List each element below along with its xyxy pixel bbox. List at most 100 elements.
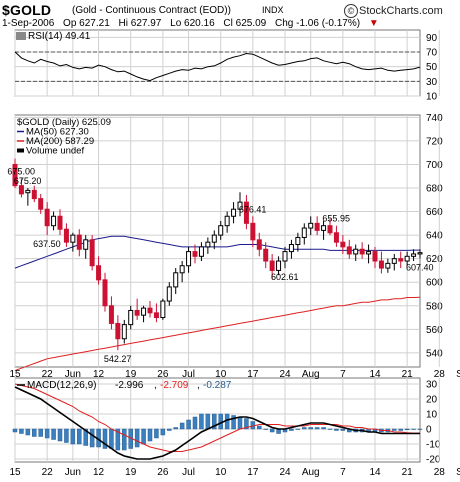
x-tick-label: Jun [65, 467, 81, 478]
quote-high: Hi 627.97 [118, 18, 162, 29]
x-tick-label: 22 [42, 369, 54, 380]
candle-body [333, 232, 339, 243]
x-tick-label: Sep [456, 467, 460, 478]
candle-body [256, 239, 262, 250]
macd-histogram-bar [404, 428, 410, 430]
candle-body [186, 251, 192, 267]
rsi-legend: RSI(14) 49.41 [28, 31, 91, 42]
x-tick-label: 26 [157, 467, 169, 478]
candle-body [121, 324, 127, 340]
x-tick-label: 19 [125, 467, 137, 478]
macd-histogram-bar [51, 428, 56, 440]
price-tick-label: 580 [426, 301, 443, 312]
macd-histogram-bar [398, 428, 403, 431]
macd-legend-separator: , [197, 380, 200, 391]
macd-histogram-bar [19, 428, 24, 434]
candle-body [70, 234, 76, 243]
price-annotation: 676.41 [239, 204, 267, 214]
macd-histogram-bar [295, 428, 301, 430]
candle-body [128, 309, 134, 326]
price-tick-label: 620 [426, 254, 443, 265]
candle-body [404, 255, 410, 262]
macd-histogram-bar [334, 428, 339, 431]
macd-histogram-bar [212, 413, 217, 430]
x-tick-label: 24 [279, 467, 291, 478]
macd-histogram-bar [314, 427, 320, 430]
macd-histogram-bar [321, 427, 326, 430]
macd-histogram-bar [340, 428, 346, 431]
macd-histogram-bar [167, 428, 172, 431]
candle-body [141, 307, 147, 316]
rsi-legend-swatch [16, 32, 26, 40]
candle-body [83, 239, 89, 250]
macd-histogram-bar [308, 427, 313, 430]
candle-body [147, 307, 153, 314]
candle-body [385, 262, 391, 269]
x-tick-label: 14 [369, 369, 381, 380]
quote-line: 1-Sep-2006 Op 627.21 Hi 627.97 Lo 620.16… [2, 18, 385, 29]
macd-histogram-bar [237, 416, 243, 430]
candle-body [18, 185, 24, 195]
x-tick-label: Jun [65, 369, 81, 380]
price-tick-label: 560 [426, 325, 443, 336]
price-tick-label: 720 [426, 136, 443, 147]
candle-body [366, 251, 372, 255]
macd-histogram-bar [179, 422, 185, 430]
x-tick-label: 10 [215, 369, 227, 380]
candle-body [372, 251, 378, 262]
x-tick-label: 19 [125, 369, 137, 380]
x-axis: 15 15 22 22 Jun Jun 12 12 19 19 26 26 Jul Jul 10 10 17 17… [9, 369, 460, 478]
candle-body [340, 241, 346, 248]
rsi-tick-label: 30 [426, 77, 438, 88]
macd-histogram-bar [417, 428, 423, 430]
macd-tick-label: 20 [426, 395, 438, 406]
macd-histogram-bar [89, 428, 95, 448]
macd-histogram-bar [269, 428, 275, 433]
price-annotation: 675.00 [7, 167, 35, 177]
macd-histogram-bar [263, 428, 268, 430]
macd-histogram-bar [57, 428, 63, 442]
quote-open: Op 627.21 [63, 18, 110, 29]
candle-body [359, 248, 365, 255]
x-tick-label: 14 [369, 467, 381, 478]
candle-body [314, 222, 320, 231]
candle-body [192, 251, 198, 257]
candle-body [308, 222, 314, 229]
ma200-line [14, 296, 421, 371]
price-annotation: 542.27 [104, 354, 132, 364]
quote-change: Chg -1.06 (-0.17%) [275, 18, 361, 29]
macd-histogram-bar [115, 428, 121, 451]
candle-body [134, 309, 140, 316]
price-annotation: 675.20 [14, 176, 42, 186]
ma50-line [14, 235, 420, 269]
macd-histogram-bar [257, 425, 262, 430]
candle-body [89, 239, 95, 267]
price-legend-item: MA(50) 627.30 [26, 127, 89, 138]
price-tick-label: 540 [426, 348, 443, 359]
candle-body [398, 258, 404, 262]
macd-legend-name: MACD(12,26,9) [27, 380, 96, 391]
macd-histogram-bar [231, 415, 236, 430]
x-tick-label: 12 [93, 369, 105, 380]
candle-body [51, 215, 57, 227]
x-tick-label: Sep [456, 369, 460, 380]
macd-histogram-bar [12, 428, 18, 433]
price-annotation: 655.95 [322, 214, 350, 224]
x-tick-label: 17 [247, 369, 259, 380]
brand-logo[interactable]: © StockCharts.com [344, 4, 443, 18]
macd-histogram-bar [147, 428, 153, 442]
macd-histogram-bar [122, 428, 127, 451]
macd-legend-separator: , [154, 380, 157, 391]
candle-body [57, 215, 63, 230]
macd-histogram-bar [327, 428, 333, 430]
candle-body [276, 260, 282, 271]
candle-body [353, 248, 359, 255]
candle-body [224, 215, 230, 227]
candle-body [12, 163, 18, 187]
x-tick-label: 10 [215, 467, 227, 478]
macd-histogram-bar [392, 428, 397, 431]
candle-body [115, 322, 121, 340]
candle-body [160, 300, 166, 319]
